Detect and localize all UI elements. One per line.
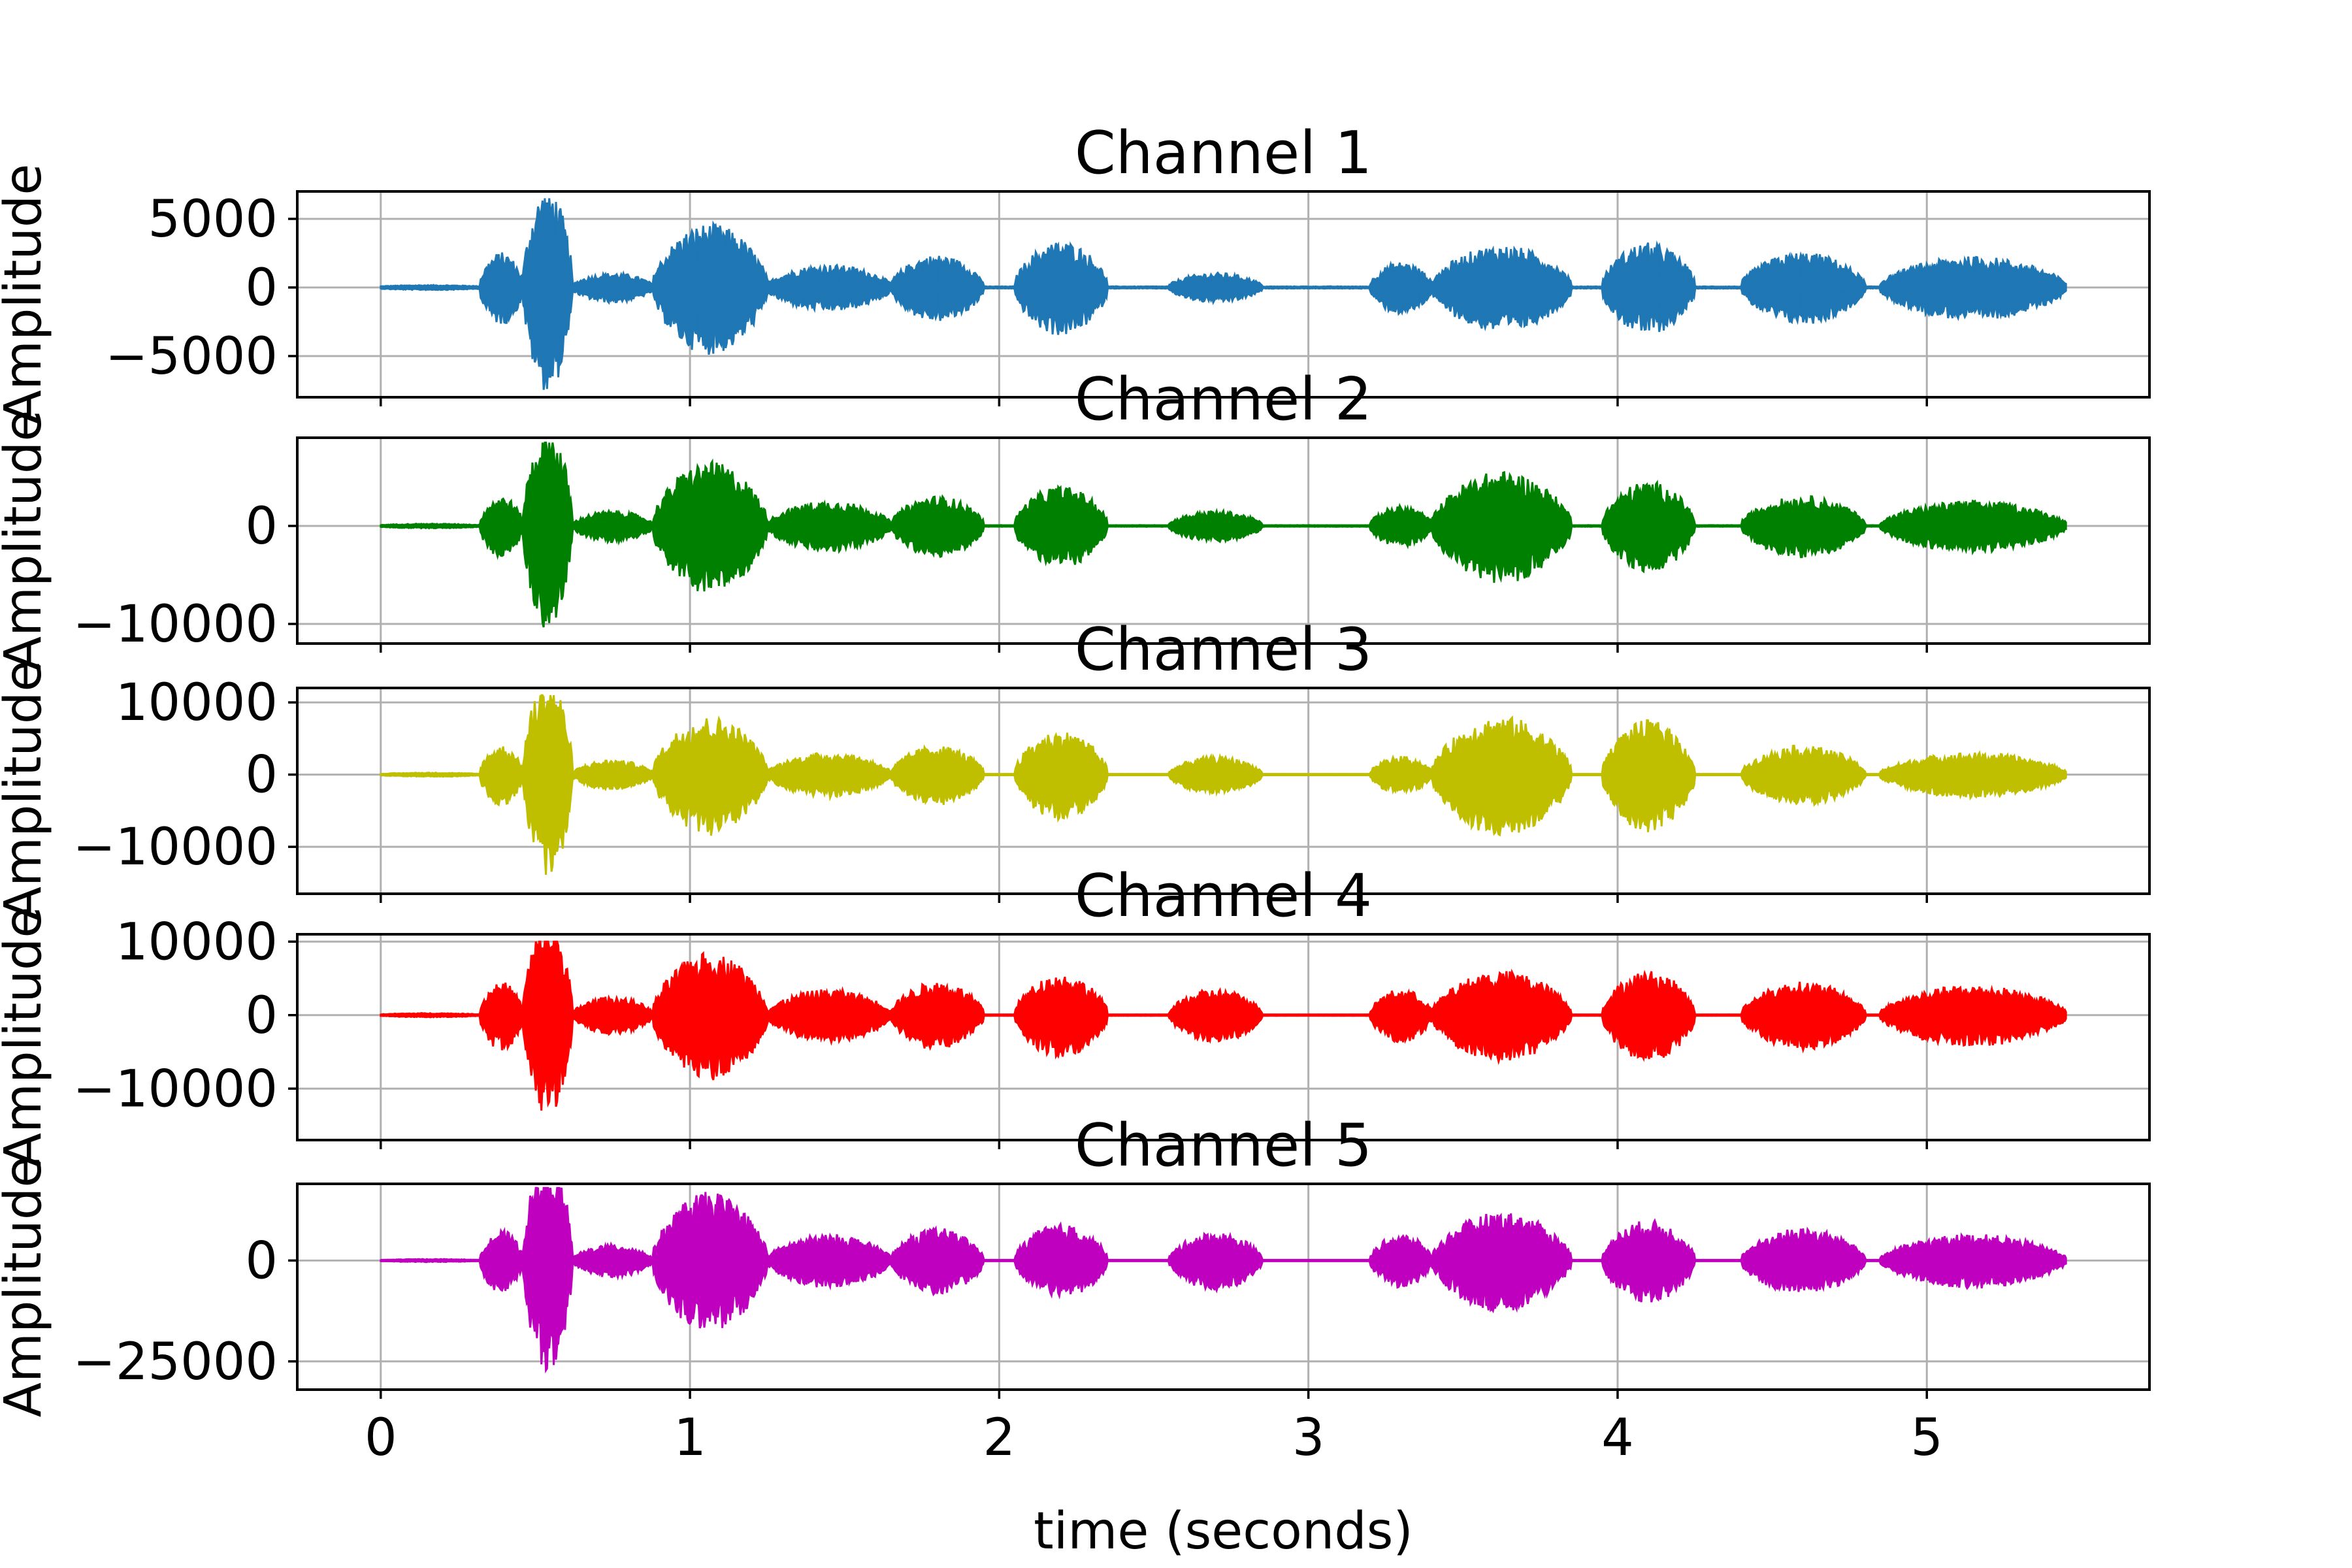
y-axis-label: Amplitude — [0, 661, 53, 922]
x-tick-label: 5 — [1910, 1409, 1943, 1467]
y-tick-label: 0 — [245, 746, 278, 805]
x-tick-label: 1 — [674, 1409, 706, 1467]
y-axis-labels: AmplitudeAmplitudeAmplitudeAmplitudeAmpl… — [0, 164, 53, 1418]
subplot-frame — [296, 933, 2151, 1141]
y-axis-label: Amplitude — [0, 907, 53, 1168]
subplot-title-channel-3: Channel 3 — [1075, 615, 1372, 684]
x-tick-label: 3 — [1292, 1409, 1325, 1467]
subplot-title-channel-4: Channel 4 — [1075, 862, 1372, 930]
subplot-frame — [296, 687, 2151, 895]
x-axis-label: time (seconds) — [1034, 1502, 1413, 1561]
y-tick-label: 0 — [245, 1232, 278, 1290]
y-tick-label: −10000 — [73, 595, 278, 654]
y-axis-label: Amplitude — [0, 164, 53, 425]
y-axis-label: Amplitude — [0, 410, 53, 672]
y-tick-label: 0 — [245, 987, 278, 1045]
subplot-channel-1: 5000 0 −5000 Channel 1 — [105, 119, 2151, 406]
subplot-title-channel-5: Channel 5 — [1075, 1111, 1372, 1180]
subplot-channel-3: 10000 0 −10000 Channel 3 — [73, 615, 2151, 903]
subplot-channel-5: 0 1 2 3 4 5 0 −25000 Channel 5 — [73, 1111, 2151, 1467]
y-tick-label: −10000 — [73, 818, 278, 877]
subplot-channel-4: 10000 0 −10000 Channel 4 — [73, 862, 2151, 1149]
x-tick-label: 0 — [365, 1409, 397, 1467]
x-tick-label: 2 — [983, 1409, 1016, 1467]
subplot-frame — [296, 436, 2151, 645]
y-tick-label: −5000 — [105, 327, 278, 386]
y-tick-label: 10000 — [116, 674, 278, 732]
y-tick-label: 0 — [245, 497, 278, 556]
subplot-channel-2: 0 −10000 Channel 2 — [73, 365, 2151, 654]
subplot-frame — [296, 1183, 2151, 1391]
x-tick-label: 4 — [1601, 1409, 1634, 1467]
subplot-title-channel-1: Channel 1 — [1075, 119, 1372, 188]
y-tick-label: 10000 — [116, 913, 278, 972]
subplot-title-channel-2: Channel 2 — [1075, 365, 1372, 434]
y-tick-label: 5000 — [148, 190, 278, 249]
y-tick-label: 0 — [245, 259, 278, 318]
y-tick-label: −25000 — [73, 1333, 278, 1392]
subplot-frame — [296, 190, 2151, 399]
y-axis-label: Amplitude — [0, 1156, 53, 1418]
y-tick-label: −10000 — [73, 1060, 278, 1119]
